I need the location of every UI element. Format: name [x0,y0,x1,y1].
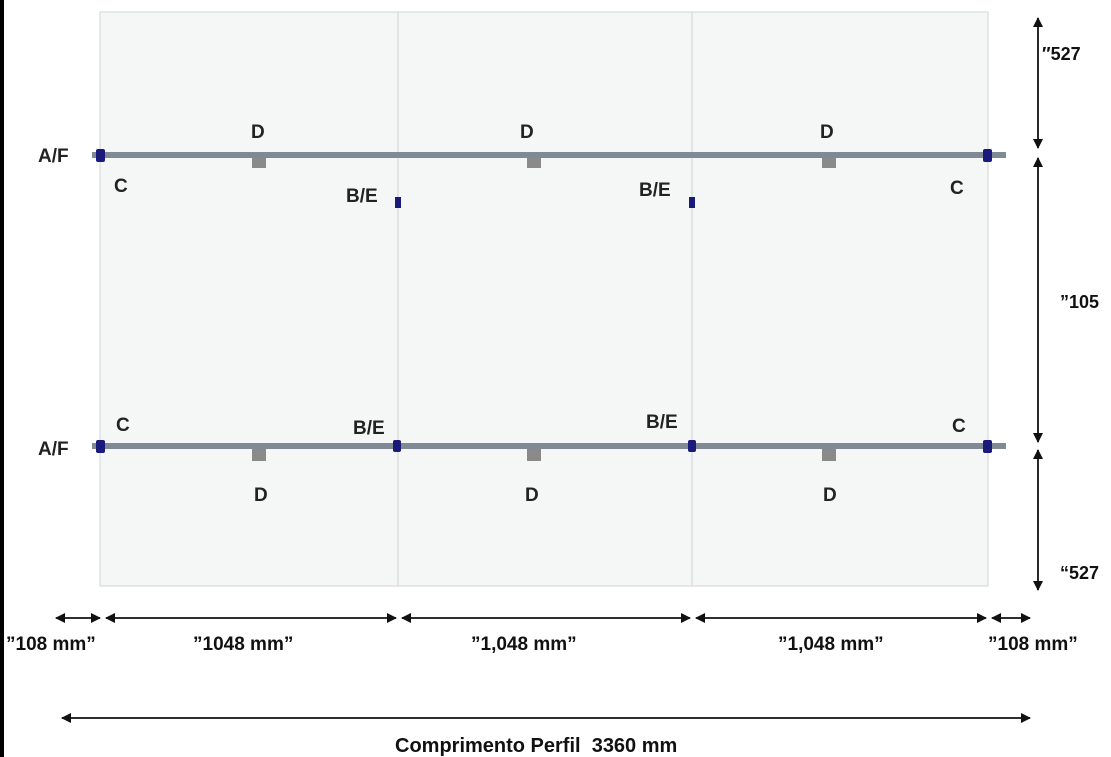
dim-label-bottom-edge-left: ”108 mm” [6,634,96,655]
label-d-top-2: D [520,122,534,143]
clamp-be-bottom-2 [688,440,696,452]
bracket-d-top-1 [252,158,266,168]
dim-label-bottom-span-3: ”1,048 mm” [778,634,884,655]
dim-label-right-top: ″527 [1042,44,1081,64]
label-c-bottom-right: C [952,416,966,437]
panel-3 [691,11,989,587]
left-border [0,0,4,757]
bracket-d-top-2 [527,158,541,168]
panel-1 [99,11,399,587]
bracket-d-bottom-3 [822,449,836,461]
clamp-af-top [96,149,105,162]
dim-label-bottom-span-1: ”1048 mm” [193,634,293,655]
label-be-top-2: B/E [639,180,671,201]
clamp-c-bottom-right [983,440,992,453]
label-d-top-1: D [251,122,265,143]
dim-label-bottom-edge-right: ”108 mm” [988,634,1078,655]
label-d-bottom-1: D [254,485,268,506]
dim-label-right-middle: ”105 [1060,292,1099,312]
label-d-top-3: D [820,122,834,143]
dim-label-bottom-span-2: ”1,048 mm” [471,634,577,655]
bottom-rail-group [92,440,1006,461]
total-length-label: Comprimento Perfil 3360 mm [395,735,677,757]
label-be-top-1: B/E [346,186,378,207]
clamp-be-bottom-1 [393,440,401,452]
clamp-be-top-2 [689,197,695,208]
clamp-c-top-right [983,149,992,162]
top-rail-group [92,149,1006,208]
panel-2 [397,11,693,587]
label-d-bottom-3: D [823,485,837,506]
dim-label-right-bottom: “527 [1060,563,1099,583]
panel-area [99,11,989,587]
component-labels: A/F A/F C C C C B/E B/E B/E B/E D D D D … [38,122,966,506]
label-af-bottom: A/F [38,439,69,460]
clamp-be-top-1 [395,197,401,208]
label-c-top-right: C [950,178,964,199]
label-c-top-left: C [114,176,128,197]
label-c-bottom-left: C [116,415,130,436]
bracket-d-top-3 [822,158,836,168]
label-d-bottom-2: D [525,485,539,506]
bracket-d-bottom-2 [527,449,541,461]
label-af-top: A/F [38,146,69,167]
label-be-bottom-2: B/E [646,412,678,433]
label-be-bottom-1: B/E [353,418,385,439]
bracket-d-bottom-1 [252,449,266,461]
clamp-af-bottom [96,440,105,453]
